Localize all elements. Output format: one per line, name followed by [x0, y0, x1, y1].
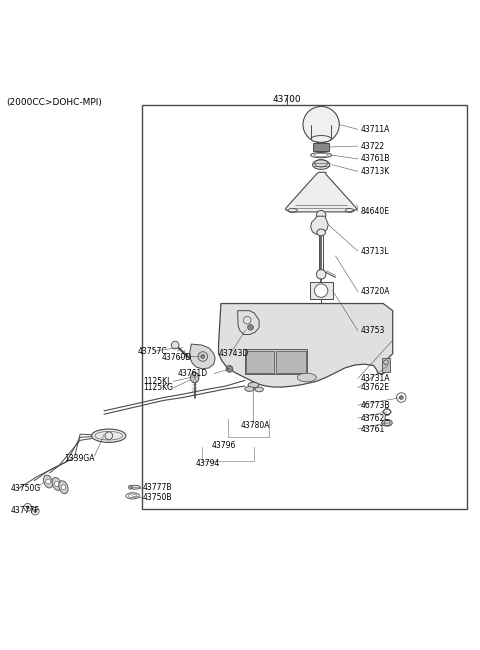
Circle shape	[316, 270, 326, 280]
Text: 1125KJ: 1125KJ	[144, 377, 170, 386]
Circle shape	[316, 211, 326, 220]
Circle shape	[54, 482, 59, 486]
Circle shape	[46, 479, 50, 484]
Text: 43777B: 43777B	[143, 483, 172, 492]
Text: 43761B: 43761B	[360, 155, 390, 163]
Circle shape	[61, 485, 66, 489]
Polygon shape	[311, 216, 328, 235]
Text: 43750B: 43750B	[143, 493, 172, 502]
Text: 43720A: 43720A	[360, 287, 390, 296]
Circle shape	[314, 284, 328, 297]
Circle shape	[303, 107, 339, 143]
Ellipse shape	[92, 429, 126, 443]
Circle shape	[26, 506, 29, 509]
Text: 43731A: 43731A	[360, 374, 390, 383]
Polygon shape	[285, 172, 357, 212]
Ellipse shape	[317, 229, 325, 236]
Ellipse shape	[255, 387, 264, 392]
Ellipse shape	[312, 160, 330, 170]
Text: 43794: 43794	[196, 459, 220, 468]
Polygon shape	[238, 311, 259, 335]
Text: 43796: 43796	[211, 441, 236, 450]
Bar	[310, 282, 333, 299]
Text: 46773B: 46773B	[360, 400, 390, 410]
Text: 43761D: 43761D	[178, 369, 208, 378]
Bar	[245, 349, 307, 374]
Text: 43713K: 43713K	[360, 167, 389, 176]
Ellipse shape	[311, 136, 331, 142]
Bar	[276, 351, 306, 372]
Circle shape	[201, 355, 204, 358]
Text: 1125KG: 1125KG	[144, 384, 174, 393]
Ellipse shape	[191, 372, 199, 383]
Text: 43777F: 43777F	[11, 506, 40, 515]
Text: 1339GA: 1339GA	[64, 454, 95, 463]
Text: 43722: 43722	[360, 142, 384, 151]
Text: 43753: 43753	[360, 326, 384, 335]
Circle shape	[34, 510, 36, 513]
Text: 43762C: 43762C	[360, 413, 390, 423]
Ellipse shape	[382, 419, 392, 426]
Text: 43743D: 43743D	[218, 349, 249, 358]
Bar	[246, 351, 275, 372]
Bar	[142, 105, 467, 509]
Bar	[382, 358, 390, 372]
Polygon shape	[218, 304, 393, 387]
Ellipse shape	[248, 382, 259, 388]
Text: 43762E: 43762E	[360, 384, 389, 393]
Text: 84640E: 84640E	[360, 207, 389, 216]
Text: 43757C: 43757C	[137, 346, 167, 356]
Ellipse shape	[245, 387, 254, 391]
Text: 43760D: 43760D	[161, 353, 192, 362]
Text: 43750G: 43750G	[11, 484, 41, 493]
Circle shape	[171, 341, 179, 349]
Circle shape	[248, 324, 253, 330]
Circle shape	[396, 393, 406, 402]
Ellipse shape	[44, 475, 53, 488]
Text: 43711A: 43711A	[360, 125, 390, 134]
Text: 43713L: 43713L	[360, 246, 389, 255]
Ellipse shape	[297, 373, 316, 382]
Ellipse shape	[52, 478, 61, 490]
Text: 43761: 43761	[360, 424, 384, 434]
Ellipse shape	[130, 486, 140, 489]
Bar	[313, 143, 329, 151]
Circle shape	[399, 396, 403, 400]
Polygon shape	[190, 344, 215, 369]
Text: 43780A: 43780A	[241, 421, 270, 430]
Text: (2000CC>DOHC-MPI): (2000CC>DOHC-MPI)	[6, 98, 102, 107]
Circle shape	[226, 365, 233, 372]
Text: 43700: 43700	[273, 95, 301, 104]
Ellipse shape	[59, 481, 68, 494]
